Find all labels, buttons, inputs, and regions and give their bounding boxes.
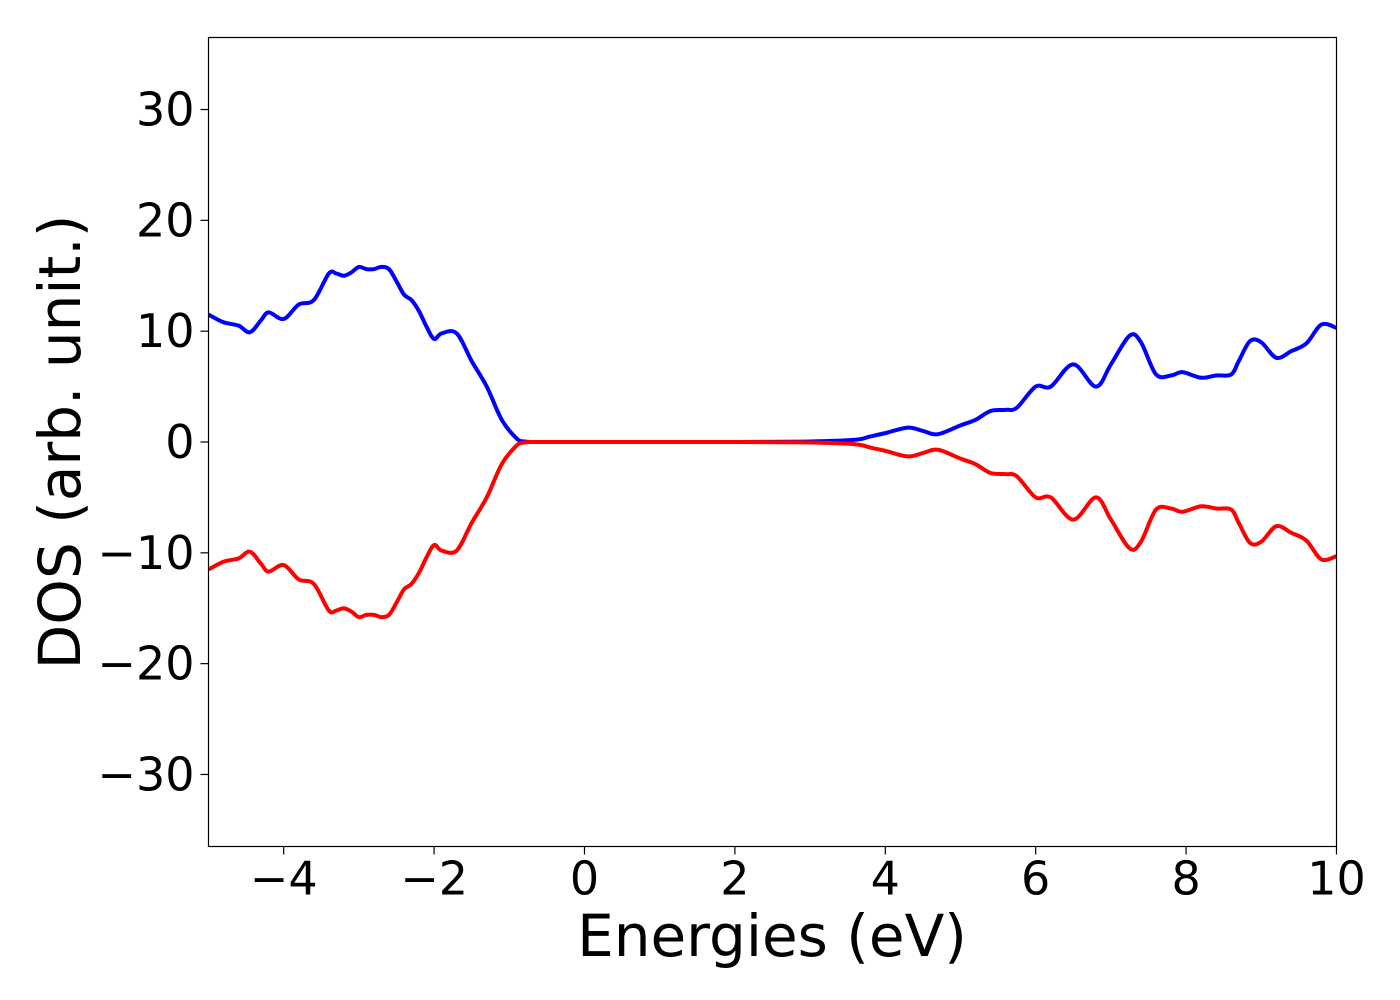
y-tick-label: −30 <box>97 747 194 801</box>
y-axis-label: DOS (arb. unit.) <box>26 215 94 670</box>
series-line-positive <box>208 264 1337 445</box>
x-tick-label: 2 <box>720 852 749 906</box>
series-layer <box>208 264 1337 620</box>
y-tick-label: 10 <box>136 304 195 358</box>
x-axis-ticks: −4 −2 0 2 4 6 8 10 <box>250 846 1366 906</box>
y-tick-label: 30 <box>136 83 195 137</box>
y-axis-ticks: −30 −20 −10 0 10 20 30 <box>97 83 209 801</box>
y-tick-label: 0 <box>165 415 194 469</box>
x-tick-label: 10 <box>1307 852 1366 906</box>
y-tick-label: 20 <box>136 193 195 247</box>
x-tick-label: 4 <box>871 852 900 906</box>
plot-frame <box>207 36 1338 848</box>
y-tick-label: −10 <box>97 526 194 580</box>
x-tick-label: −4 <box>250 852 318 906</box>
y-tick-label: −20 <box>97 637 194 691</box>
x-tick-label: 6 <box>1021 852 1050 906</box>
x-tick-label: 0 <box>570 852 599 906</box>
series-line-negative <box>208 439 1337 620</box>
x-tick-label: −2 <box>400 852 468 906</box>
x-tick-label: 8 <box>1171 852 1200 906</box>
x-axis-label: Energies (eV) <box>577 902 967 970</box>
